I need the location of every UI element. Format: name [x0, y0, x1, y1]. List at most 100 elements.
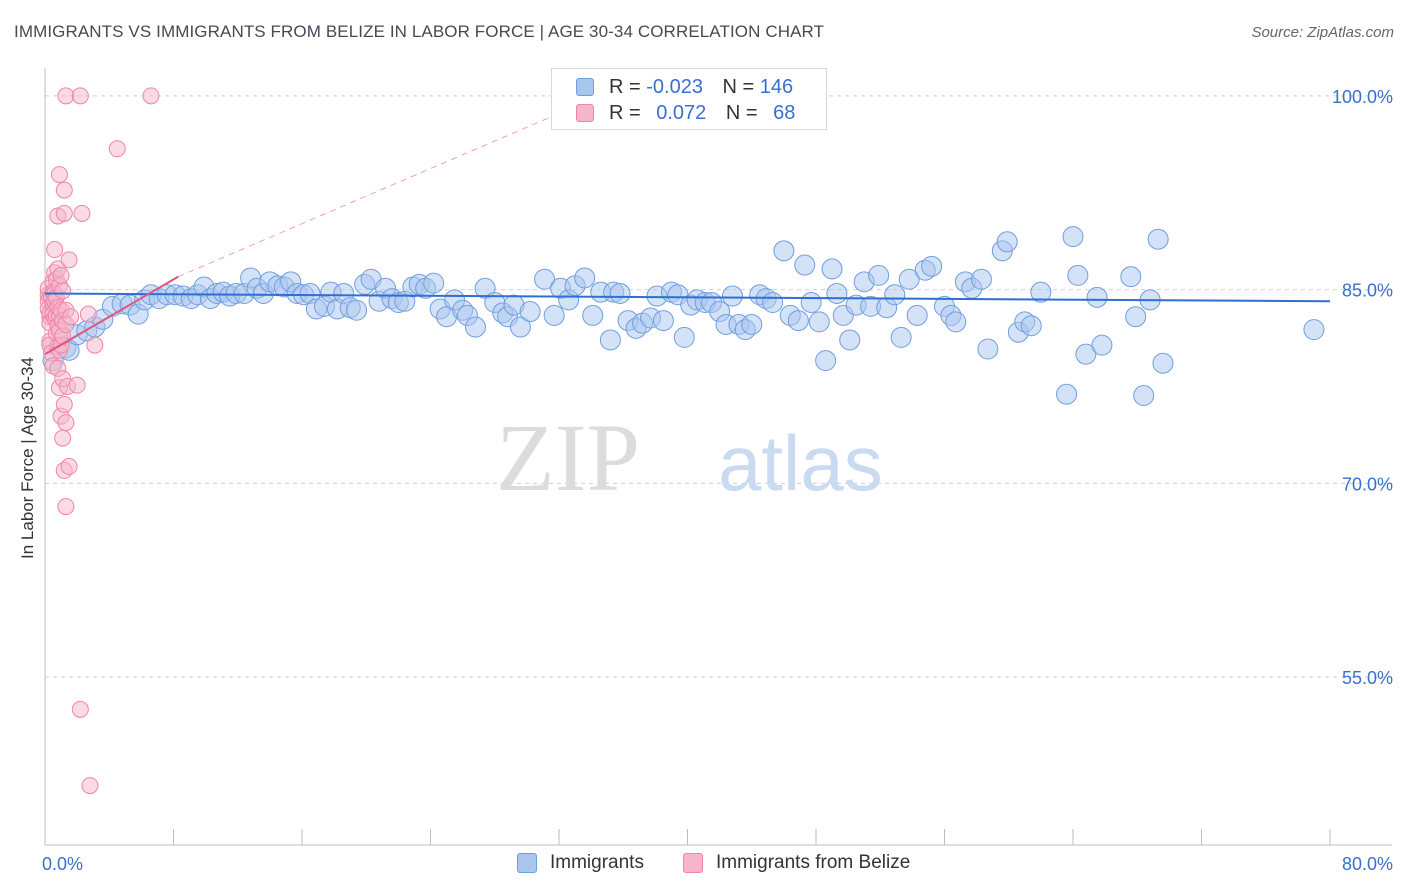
- trend-extension-belize: [178, 88, 616, 278]
- data-point-immigrants: [574, 267, 596, 289]
- data-point-immigrants: [464, 316, 486, 338]
- data-point-immigrants: [839, 329, 861, 351]
- trend-lines: [44, 275, 1331, 356]
- legend-swatch-blue: [576, 78, 594, 96]
- y-axis-label: In Labor Force | Age 30-34: [18, 357, 37, 559]
- n-label: N =: [725, 102, 758, 124]
- data-point-belize: [71, 87, 89, 105]
- y-tick-label: 85.0%: [1342, 281, 1393, 301]
- tick-labels: 55.0% 70.0% 85.0% 100.0% 0.0% 80.0%: [42, 87, 1393, 874]
- legend-label: Immigrants from Belize: [716, 852, 911, 873]
- data-point-belize: [108, 140, 126, 158]
- grid-lines: [45, 95, 1392, 678]
- data-point-immigrants: [890, 326, 912, 348]
- source-label: Source: ZipAtlas.com: [1251, 24, 1394, 41]
- data-point-immigrants: [534, 268, 556, 290]
- data-point-belize: [50, 166, 68, 184]
- series-immigrants: [42, 226, 1325, 406]
- data-point-immigrants: [1062, 226, 1084, 248]
- data-point-belize: [57, 498, 75, 516]
- y-tick-label: 55.0%: [1342, 668, 1393, 688]
- data-point-belize: [52, 266, 70, 284]
- trend-line-belize: [44, 275, 179, 356]
- data-point-belize: [86, 336, 104, 354]
- data-point-immigrants: [721, 285, 743, 307]
- data-point-immigrants: [1120, 266, 1142, 288]
- data-point-belize: [46, 241, 64, 259]
- legend-swatch-blue: [517, 853, 537, 873]
- data-point-immigrants: [898, 268, 920, 290]
- data-point-belize: [55, 181, 73, 199]
- data-point-immigrants: [762, 292, 784, 313]
- data-point-immigrants: [519, 301, 541, 323]
- data-point-immigrants: [741, 313, 763, 335]
- legend-swatch-pink: [683, 853, 703, 873]
- data-point-immigrants: [1075, 343, 1097, 365]
- y-tick-label: 70.0%: [1342, 474, 1393, 494]
- data-point-belize: [57, 87, 75, 105]
- data-point-immigrants: [1133, 385, 1155, 406]
- trend-extension: [178, 88, 616, 278]
- data-point-belize: [73, 204, 91, 222]
- chart-title: IMMIGRANTS VS IMMIGRANTS FROM BELIZE IN …: [14, 22, 825, 41]
- data-point-immigrants: [1020, 315, 1042, 337]
- data-point-belize: [142, 87, 160, 105]
- x-tick-label: 80.0%: [1342, 854, 1393, 874]
- data-point-immigrants: [826, 282, 848, 304]
- r-label: R =: [609, 102, 641, 124]
- data-point-immigrants: [773, 240, 795, 262]
- data-point-immigrants: [996, 231, 1018, 253]
- data-point-immigrants: [868, 264, 890, 286]
- data-point-immigrants: [1067, 264, 1089, 286]
- r-value: 0.072: [656, 102, 707, 124]
- data-point-immigrants: [821, 258, 843, 280]
- data-point-immigrants: [808, 311, 830, 333]
- watermark: ZIP atlas: [496, 404, 883, 511]
- data-point-immigrants: [1125, 306, 1147, 328]
- data-point-immigrants: [1030, 281, 1052, 303]
- data-point-belize: [54, 282, 72, 300]
- data-point-immigrants: [815, 350, 837, 372]
- data-point-immigrants: [1091, 334, 1113, 356]
- y-tick-label: 100.0%: [1332, 87, 1393, 107]
- x-tick-label: 0.0%: [42, 854, 83, 874]
- data-point-immigrants: [1056, 383, 1078, 405]
- data-point-immigrants: [599, 329, 621, 351]
- trend-line-immigrants: [44, 292, 1331, 303]
- series-belize: [39, 87, 160, 795]
- watermark-zip: ZIP: [496, 404, 640, 511]
- data-point-immigrants: [970, 268, 992, 290]
- r-label: R =: [609, 76, 641, 98]
- data-point-immigrants: [787, 310, 809, 332]
- data-point-immigrants: [1303, 319, 1325, 341]
- data-point-belize: [54, 429, 72, 447]
- correlation-legend: R = -0.023 N = 146 R = 0.072 N = 68: [551, 68, 827, 130]
- data-point-immigrants: [543, 304, 565, 326]
- data-point-belize: [68, 376, 86, 394]
- data-point-belize: [57, 414, 75, 432]
- data-point-immigrants: [1147, 228, 1169, 250]
- legend-text: R = -0.023 N = 146: [609, 76, 793, 99]
- data-point-immigrants: [509, 316, 531, 338]
- data-point-immigrants: [652, 310, 674, 332]
- data-point-belize: [55, 204, 73, 222]
- data-point-belize: [81, 777, 99, 795]
- data-point-immigrants: [800, 292, 822, 313]
- data-point-immigrants: [945, 311, 967, 333]
- data-point-immigrants: [673, 326, 695, 348]
- data-point-immigrants: [346, 299, 368, 321]
- data-point-belize: [55, 396, 73, 414]
- data-point-immigrants: [1086, 286, 1108, 308]
- data-point-belize: [79, 305, 97, 323]
- data-point-belize: [60, 251, 78, 269]
- legend-text: R = 0.072 N = 68: [609, 102, 795, 125]
- axes: [44, 68, 1392, 846]
- data-point-immigrants: [1152, 352, 1174, 374]
- legend-label: Immigrants: [550, 852, 644, 873]
- data-point-immigrants: [609, 282, 631, 304]
- legend-swatch-pink: [576, 104, 594, 122]
- data-point-immigrants: [921, 255, 943, 277]
- data-point-belize: [62, 308, 80, 326]
- n-value: 146: [759, 76, 794, 98]
